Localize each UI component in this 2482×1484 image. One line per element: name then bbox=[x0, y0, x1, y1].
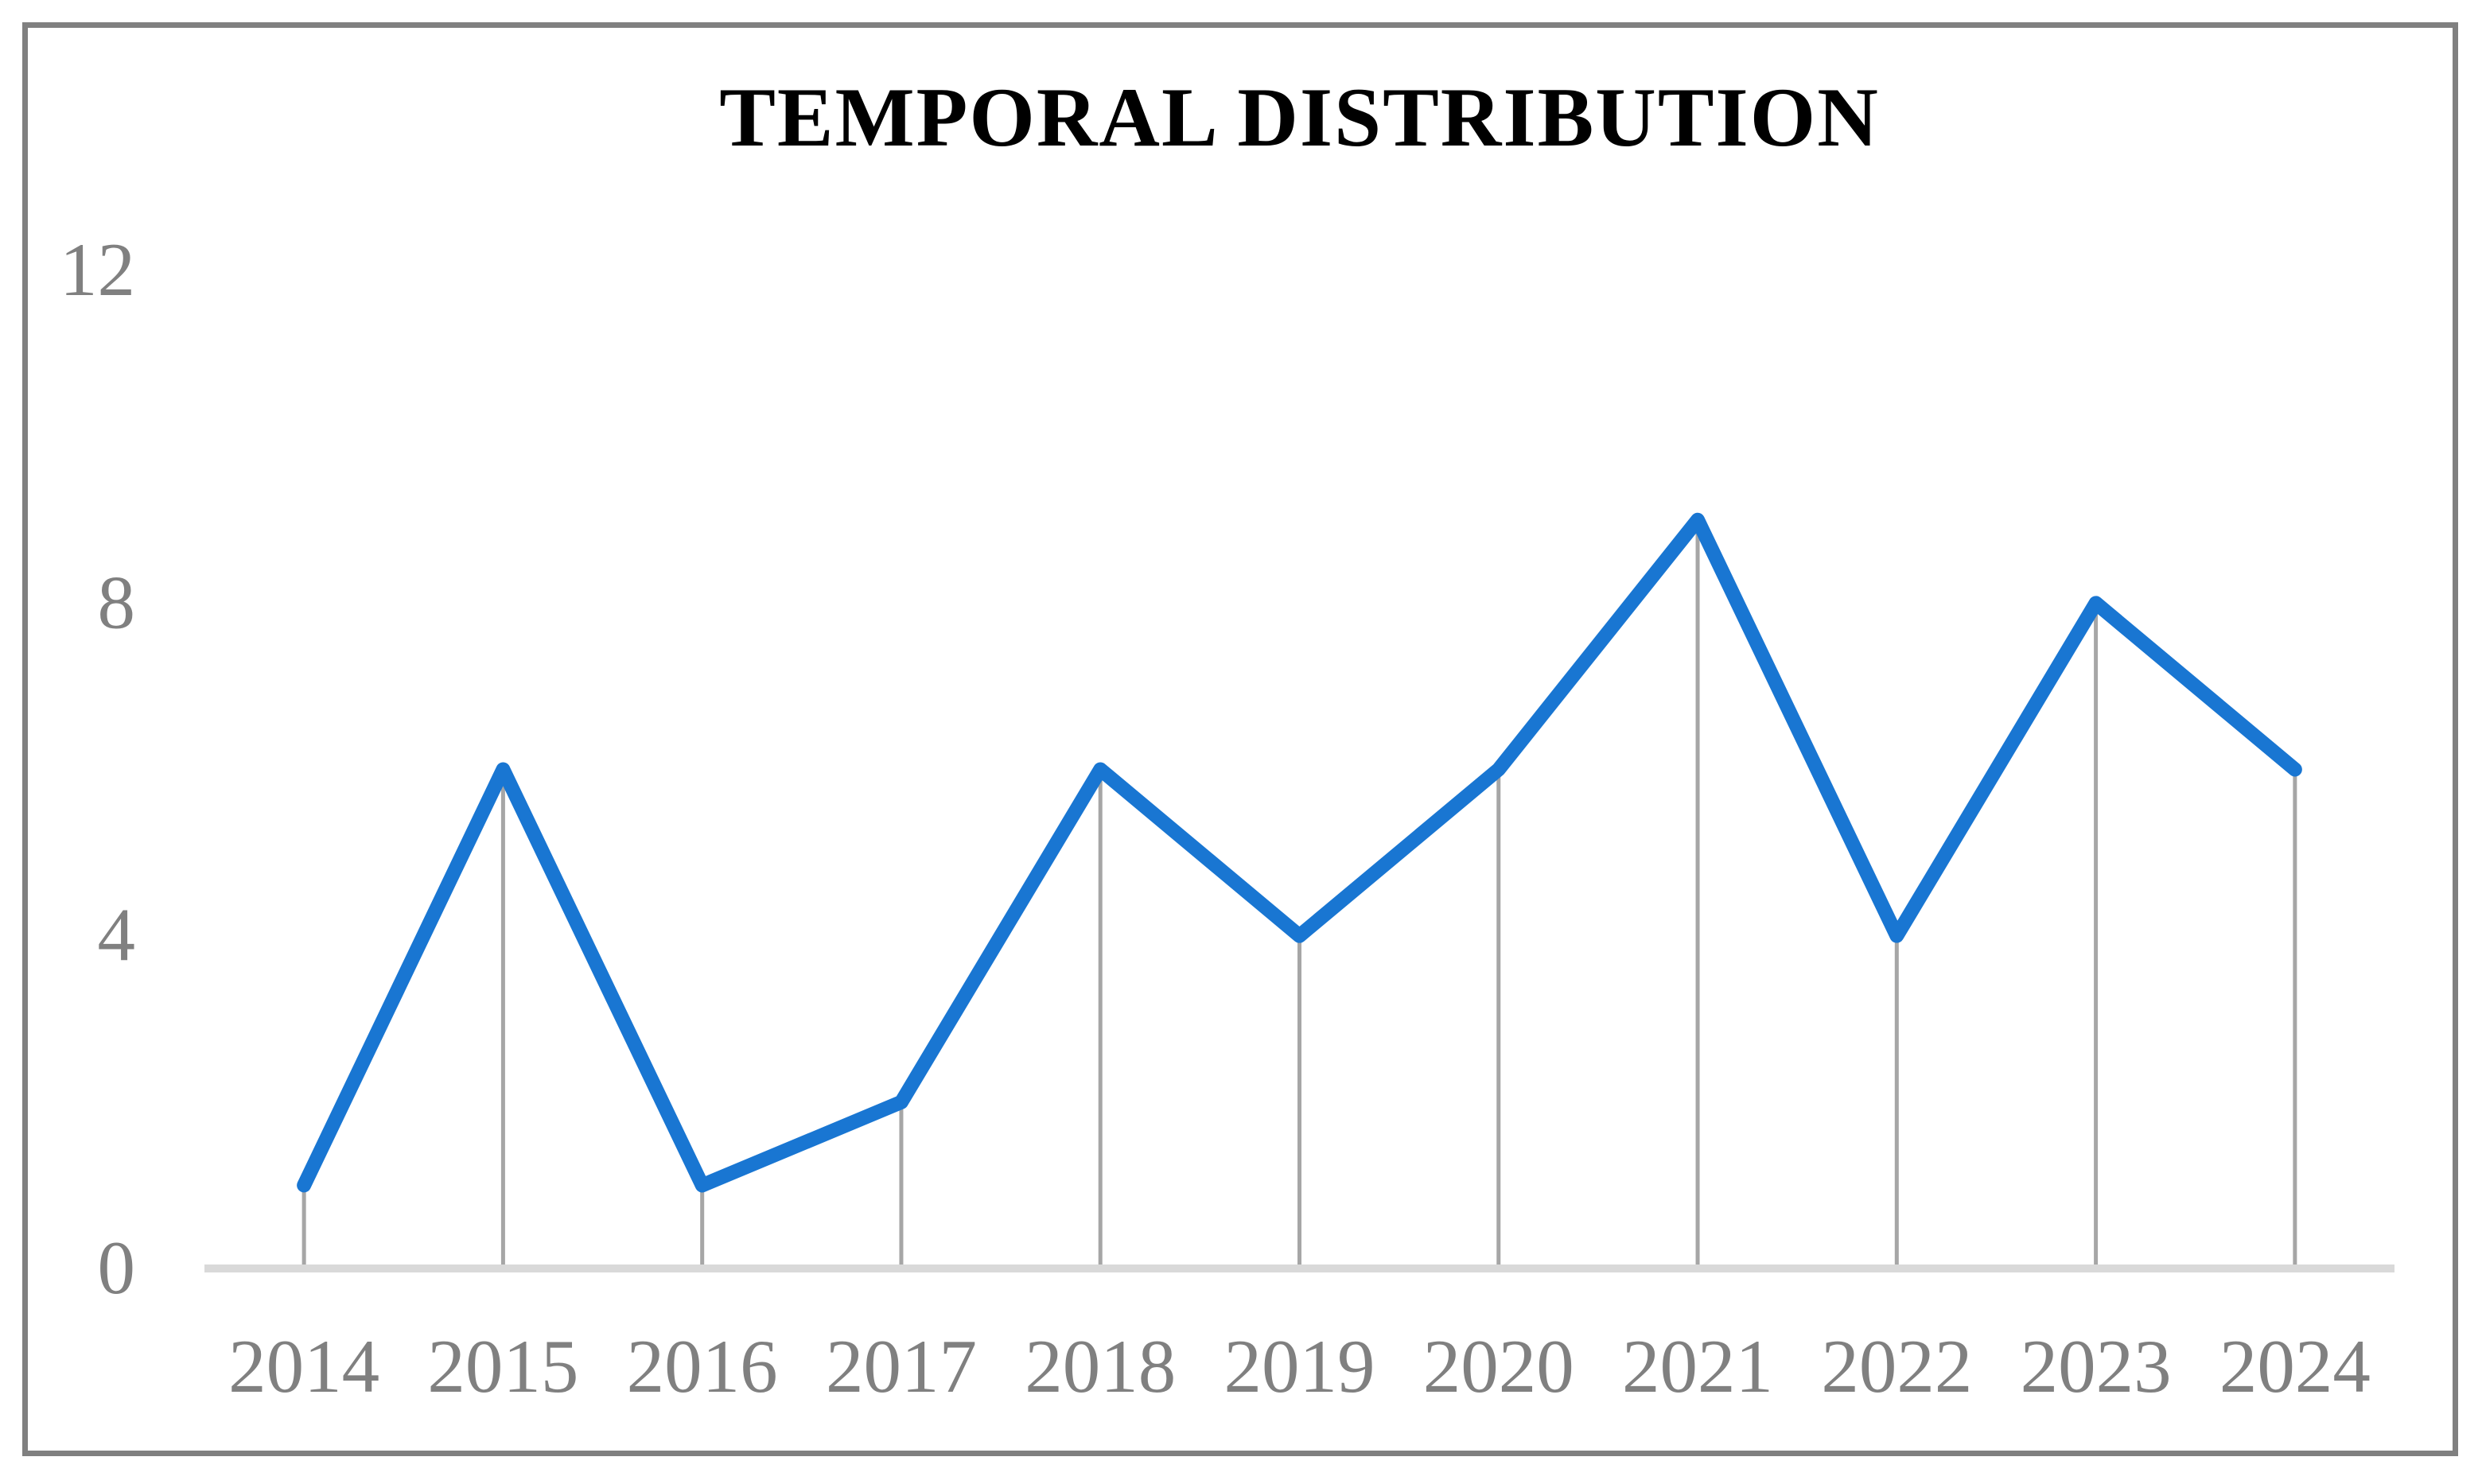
data-line-series bbox=[297, 512, 2302, 1193]
x-tick-label-2022: 2022 bbox=[1821, 1324, 1972, 1408]
x-tick-label-2015: 2015 bbox=[427, 1324, 578, 1408]
x-tick-label-2018: 2018 bbox=[1025, 1324, 1176, 1408]
x-axis-line bbox=[204, 1265, 2394, 1272]
y-tick-label-12: 12 bbox=[60, 227, 135, 312]
x-tick-label-2021: 2021 bbox=[1622, 1324, 1773, 1408]
x-tick-label-2023: 2023 bbox=[2021, 1324, 2172, 1408]
x-tick-label-2014: 2014 bbox=[228, 1324, 379, 1408]
x-tick-label-2019: 2019 bbox=[1224, 1324, 1375, 1408]
x-tick-label-2024: 2024 bbox=[2219, 1324, 2371, 1408]
chart-title: TEMPORAL DISTRIBUTION bbox=[719, 71, 1880, 164]
y-tick-label-0: 0 bbox=[98, 1226, 136, 1310]
y-tick-label-8: 8 bbox=[98, 560, 136, 644]
x-tick-label-2020: 2020 bbox=[1423, 1324, 1574, 1408]
y-tick-label-4: 4 bbox=[98, 893, 136, 977]
x-tick-label-2017: 2017 bbox=[826, 1324, 977, 1408]
chart-border-frame bbox=[22, 22, 2458, 1456]
x-tick-label-2016: 2016 bbox=[627, 1324, 778, 1408]
